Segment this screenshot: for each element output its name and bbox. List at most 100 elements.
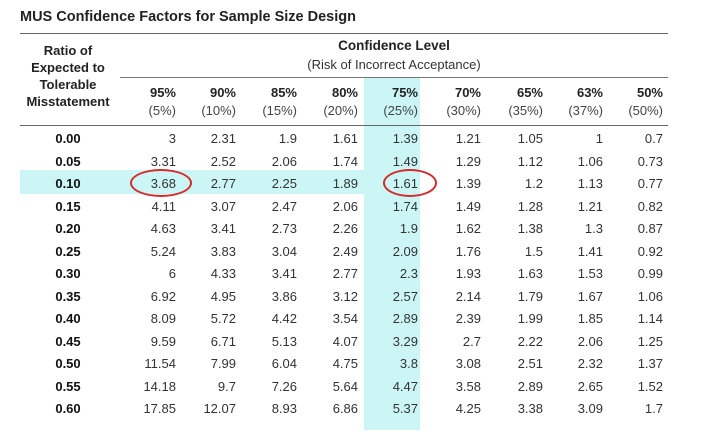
factor-cell: 2.3	[399, 266, 418, 281]
factor-cell: 3.04	[271, 243, 297, 259]
table-row: 0.60 17.85 12.07 8.93 6.86 5.37 4.25 3.38 3.09 1.…	[0, 398, 702, 421]
table-row: 0.15 4.11 3.07 2.47 2.06 1.74 1.49 1.28 1.21 0.82	[0, 196, 702, 219]
factor-cell: 6.04	[271, 356, 297, 371]
column-header: 80% (20%)	[300, 84, 358, 120]
ratio-cell: 0.60	[55, 401, 81, 416]
factor-cell: 1.49	[392, 153, 418, 169]
ratio-cell: 0.35	[55, 288, 81, 304]
factor-cell: 8.93	[271, 401, 297, 416]
ratio-cell: 0.25	[55, 243, 81, 259]
factor-cell: 3.8	[399, 356, 418, 371]
factor-cell: 4.95	[210, 288, 236, 304]
factor-cell: 3	[168, 131, 176, 146]
factor-cell: 4.42	[271, 311, 297, 326]
factor-cell: 2.25	[271, 176, 297, 191]
factor-cell: 9.59	[150, 333, 176, 349]
column-header: 50% (50%)	[605, 84, 663, 120]
risk-percent: (5%)	[148, 103, 176, 118]
factor-cell: 4.07	[332, 333, 358, 349]
factor-cell: 3.31	[150, 153, 176, 169]
factor-cell: 1.05	[517, 131, 543, 146]
factor-cell: 1.9	[399, 221, 418, 236]
confidence-level-title: Confidence Level	[338, 38, 450, 53]
factor-cell: 1.76	[455, 243, 481, 259]
table-row: 0.50 11.54 7.99 6.04 4.75 3.8 3.08 2.51 2.32 1.37	[0, 353, 702, 376]
factor-cell: 4.25	[455, 401, 481, 416]
factor-cell: 0.82	[637, 198, 663, 214]
factor-cell: 1.67	[577, 288, 603, 304]
factor-cell: 5.72	[210, 311, 236, 326]
row-header-line: Expected to	[31, 60, 105, 75]
factor-cell: 1	[595, 131, 603, 146]
factor-cell: 1.06	[637, 288, 663, 304]
factor-cell: 3.58	[455, 378, 481, 394]
factor-cell: 1.85	[577, 311, 603, 326]
factor-cell: 2.77	[332, 266, 358, 281]
confidence-percent: 65%	[516, 85, 543, 100]
factor-cell: 9.7	[217, 378, 236, 394]
ratio-cell: 0.50	[55, 356, 81, 371]
factor-cell: 2.77	[210, 176, 236, 191]
top-rule	[20, 33, 668, 34]
factor-cell: 3.07	[210, 198, 236, 214]
highlight-row-010	[20, 170, 420, 194]
table-row: 0.30 6 4.33 3.41 2.77 2.3 1.93 1.63 1.53 0.99	[0, 263, 702, 286]
risk-percent: (37%)	[568, 103, 603, 118]
factor-cell: 2.06	[332, 198, 358, 214]
column-header: 85% (15%)	[239, 84, 297, 120]
factor-cell: 1.79	[517, 288, 543, 304]
risk-percent: (25%)	[383, 103, 418, 118]
confidence-percent: 85%	[270, 85, 297, 100]
column-header: 63% (37%)	[545, 84, 603, 120]
factor-cell: 3.29	[392, 333, 418, 349]
factor-cell: 1.06	[577, 153, 603, 169]
ratio-cell: 0.30	[55, 266, 81, 281]
factor-cell: 2.39	[455, 311, 481, 326]
confidence-percent: 63%	[576, 85, 603, 100]
factor-cell: 1.14	[637, 311, 663, 326]
factor-cell: 1.2	[524, 176, 543, 191]
factor-cell: 1.41	[577, 243, 603, 259]
factor-cell: 1.21	[455, 131, 481, 146]
factor-cell: 5.13	[271, 333, 297, 349]
factor-cell: 1.61	[332, 131, 358, 146]
risk-percent: (50%)	[628, 103, 663, 118]
header-mid-rule	[120, 77, 668, 78]
factor-cell: 1.12	[517, 153, 543, 169]
factor-cell: 2.14	[455, 288, 481, 304]
factor-cell: 2.65	[577, 378, 603, 394]
factor-cell: 2.51	[517, 356, 543, 371]
confidence-percent: 80%	[331, 85, 358, 100]
factor-cell: 1.39	[392, 131, 418, 146]
factor-cell: 1.38	[517, 221, 543, 236]
factor-cell: 1.93	[455, 266, 481, 281]
factor-cell: 4.75	[332, 356, 358, 371]
factor-cell: 1.21	[577, 198, 603, 214]
factor-cell: 1.63	[517, 266, 543, 281]
factor-cell: 17.85	[143, 401, 176, 416]
factor-cell: 2.89	[392, 311, 418, 326]
row-header-line: Misstatement	[26, 94, 110, 109]
factor-cell: 6.71	[210, 333, 236, 349]
data-table: 0.00 3 2.31 1.9 1.61 1.39 1.21 1.05 1 0.7 0.05 3.31…	[0, 128, 702, 421]
factor-cell: 2.31	[210, 131, 236, 146]
factor-cell: 0.87	[637, 221, 663, 236]
factor-cell: 3.09	[577, 401, 603, 416]
factor-cell: 3.41	[210, 221, 236, 236]
column-header: 95% (5%)	[118, 84, 176, 120]
ratio-cell: 0.15	[55, 198, 81, 214]
table-row: 0.25 5.24 3.83 3.04 2.49 2.09 1.76 1.5 1.41 0.92	[0, 241, 702, 264]
confidence-percent: 75%	[391, 85, 418, 100]
table-row: 0.35 6.92 4.95 3.86 3.12 2.57 2.14 1.79 1.67 1.06	[0, 286, 702, 309]
factor-cell: 1.3	[584, 221, 603, 236]
factor-cell: 1.13	[577, 176, 603, 191]
factor-cell: 0.77	[637, 176, 663, 191]
factor-cell: 2.06	[271, 153, 297, 169]
column-header: 90% (10%)	[178, 84, 236, 120]
confidence-percent: 90%	[209, 85, 236, 100]
circle-annotation-1-61	[383, 169, 437, 197]
factor-cell: 7.99	[210, 356, 236, 371]
factor-cell: 3.54	[332, 311, 358, 326]
factor-cell: 3.38	[517, 401, 543, 416]
risk-percent: (20%)	[323, 103, 358, 118]
